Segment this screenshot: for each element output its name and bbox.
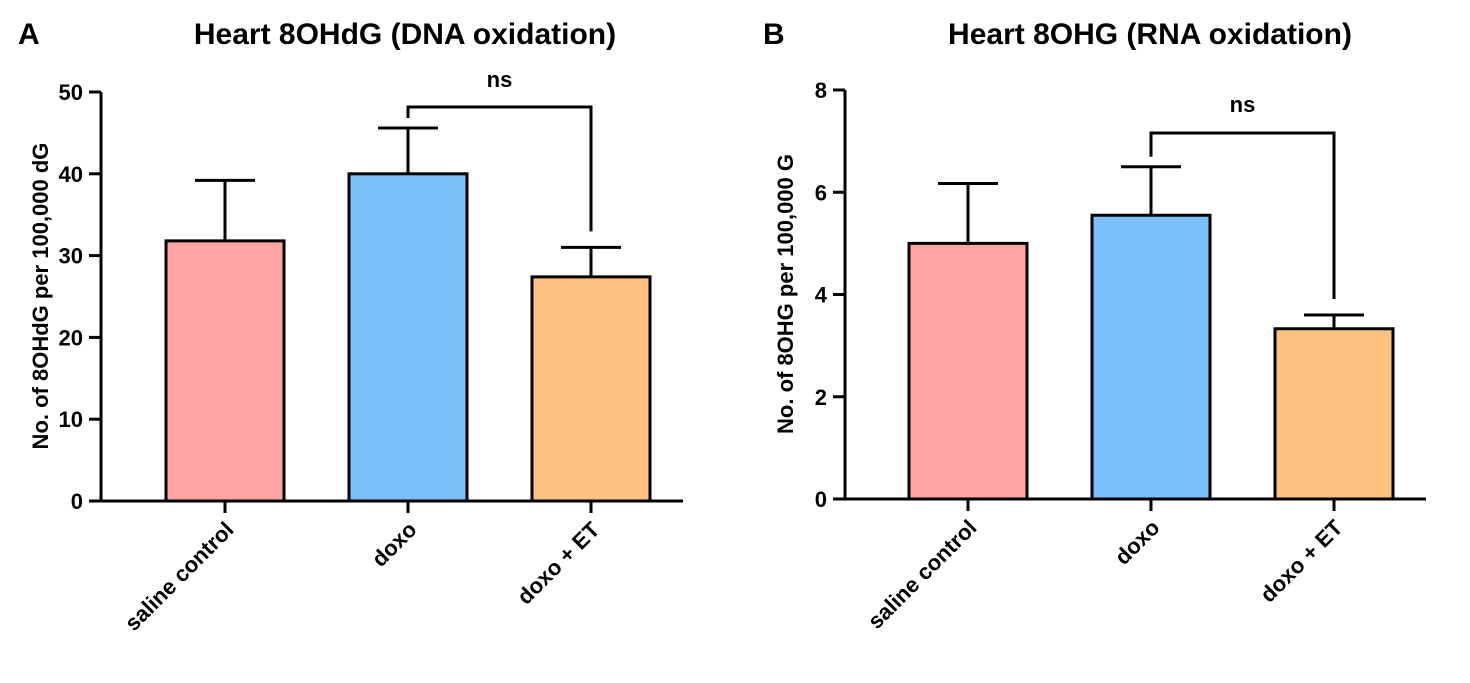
significance-label: ns: [1230, 92, 1256, 117]
y-tick-label: 6: [815, 180, 827, 205]
y-axis-label: No. of 8OHG per 100,000 G: [773, 154, 798, 434]
y-tick-label: 30: [59, 244, 83, 269]
y-tick-label: 40: [59, 162, 83, 187]
chart-panel-a: A Heart 8OHdG (DNA oxidation) No. of 8OHdG…: [18, 18, 683, 636]
y-tick-label: 8: [815, 78, 827, 103]
x-tick-label: saline control: [120, 517, 239, 636]
y-tick-label: 4: [815, 283, 828, 308]
significance-bracket: [406, 105, 593, 232]
chart-title: Heart 8OHG (RNA oxidation): [948, 18, 1352, 51]
chart-panel-b: B Heart 8OHG (RNA oxidation) No. of 8OHG p…: [763, 18, 1426, 634]
y-tick-label: 10: [59, 407, 83, 432]
panel-letter: B: [763, 18, 785, 51]
x-tick-label: doxo: [1110, 515, 1165, 570]
bar-saline-control: [907, 241, 1029, 501]
bar-doxo-et: [1273, 327, 1395, 501]
bar-doxo-et: [530, 275, 652, 503]
y-axis-label: No. of 8OHdG per 100,000 dG: [28, 143, 53, 450]
bar-doxo: [1090, 213, 1212, 501]
panel-letter: A: [18, 18, 40, 51]
significance-bracket: [1149, 131, 1336, 299]
significance-label: ns: [487, 67, 513, 92]
x-tick-label: doxo: [367, 517, 422, 572]
y-tick-label: 0: [815, 487, 827, 512]
chart-title: Heart 8OHdG (DNA oxidation): [194, 18, 616, 51]
x-tick-label: doxo + ET: [512, 516, 605, 609]
y-tick-label: 20: [59, 325, 83, 350]
y-tick-label: 50: [59, 80, 83, 105]
x-tick-label: doxo + ET: [1255, 514, 1348, 607]
bar-saline-control: [164, 239, 286, 503]
bar-doxo: [347, 172, 469, 503]
x-tick-label: saline control: [863, 515, 982, 634]
y-tick-label: 0: [71, 489, 83, 514]
y-tick-label: 2: [815, 385, 827, 410]
